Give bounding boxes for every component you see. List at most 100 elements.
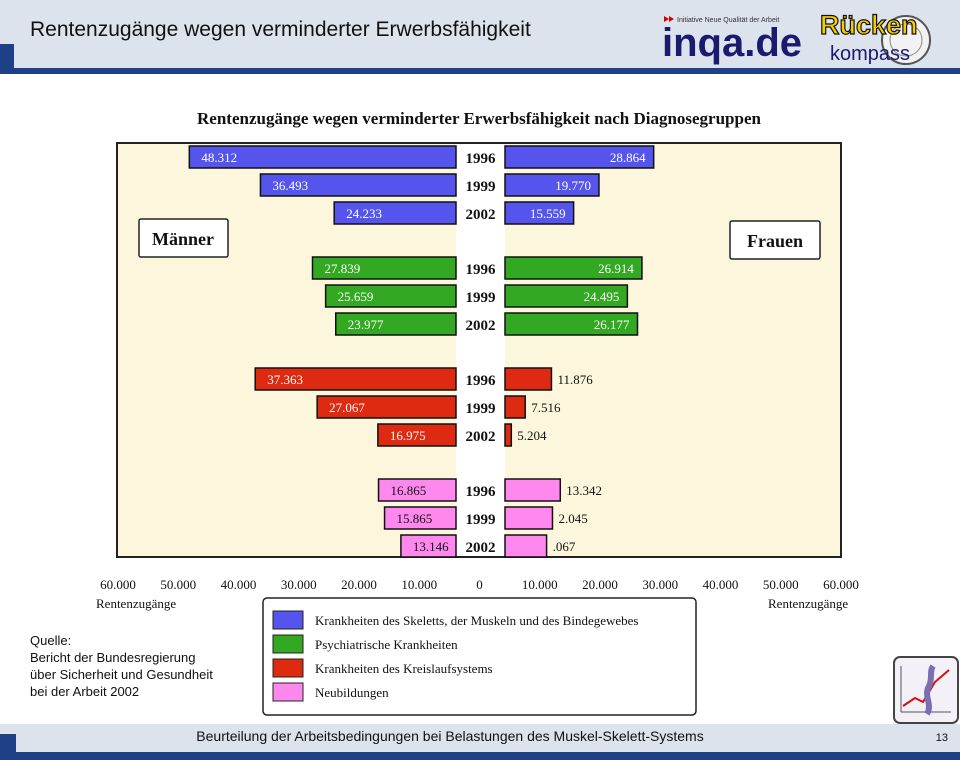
data-label-frauen: 24.495 [584,289,620,304]
legend-box [262,597,697,716]
bar-frauen [504,478,562,502]
x-tick-label: 60.000 [100,577,136,592]
data-label-frauen: 19.770 [555,178,591,193]
source-line: bei der Arbeit 2002 [30,684,140,699]
data-label-frauen: .067 [553,539,576,554]
data-label-maenner: 16.865 [391,483,427,498]
x-tick-label: 20.000 [341,577,377,592]
logo-tagline: Initiative Neue Qualität der Arbeit [677,17,779,24]
page-title: Rentenzugänge wegen verminderter Erwerbs… [30,18,531,41]
chart-title: Rentenzugänge wegen verminderter Erwerbs… [197,109,762,128]
data-label-frauen: 15.559 [530,206,566,221]
bar-frauen [504,145,655,169]
bar-frauen [504,201,575,225]
bar-frauen [504,395,526,419]
data-label-maenner: 27.067 [329,400,365,415]
bar-maenner [311,256,457,280]
year-label: 1996 [466,373,497,389]
year-label: 1999 [466,401,496,417]
year-label: 2002 [466,540,496,556]
bar-maenner [334,312,457,336]
header: Rentenzugänge wegen verminderter Erwerbs… [0,0,960,72]
frauen-label: Frauen [747,231,803,251]
logo-ruecken: Rücken [820,10,918,40]
x-axis-label-left: Rentenzugänge [96,596,176,611]
bar-frauen [504,256,643,280]
data-label-frauen: 13.342 [566,483,602,498]
data-label-frauen: 26.914 [598,261,634,276]
data-label-maenner: 27.839 [325,261,361,276]
data-label-frauen: 26.177 [594,317,630,332]
legend-swatch [272,682,304,702]
bar-maenner [383,506,457,530]
year-label: 1999 [466,512,496,528]
x-tick-label: 30.000 [281,577,317,592]
bar-maenner [377,478,457,502]
legend-swatch [272,634,304,654]
bar-frauen [504,367,553,391]
data-label-maenner: 15.865 [397,511,433,526]
x-tick-label: 50.000 [160,577,196,592]
year-column [456,144,505,556]
data-label-maenner: 23.977 [348,317,384,332]
header-accent-bar [0,68,960,74]
x-tick-label: 40.000 [221,577,257,592]
legend-swatch [272,610,304,630]
inqa-ruecken-kompass-logo: Initiative Neue Qualität der Arbeit inqa… [662,9,931,65]
page-number: 13 [935,732,948,744]
bar-frauen [504,312,639,336]
data-label-frauen: 5.204 [517,428,547,443]
data-label-frauen: 7.516 [531,400,561,415]
year-label: 1996 [466,151,497,167]
data-label-maenner: 36.493 [272,178,308,193]
bar-maenner [377,423,457,447]
year-label: 2002 [466,429,496,445]
data-label-maenner: 37.363 [267,372,303,387]
year-label: 1999 [466,290,496,306]
frauen-label-box [729,220,821,260]
bar-frauen [504,534,548,558]
bar-maenner [400,534,457,558]
source-note: Quelle: Bericht der Bundesregierung über… [30,632,213,700]
legend-label: Krankheiten des Kreislaufsystems [315,661,493,676]
footer-text: Beurteilung der Arbeitsbedingungen bei B… [196,728,704,744]
bar-maenner [259,173,457,197]
bar-frauen [504,423,513,447]
data-label-maenner: 48.312 [201,150,237,165]
source-line: Bericht der Bundesregierung [30,650,196,665]
footer-accent-bar [0,752,960,760]
year-label: 1999 [466,179,496,195]
maenner-label-box [138,218,229,258]
bar-maenner [188,145,457,169]
bar-maenner [324,284,457,308]
bar-maenner [333,201,457,225]
data-label-maenner: 13.146 [413,539,449,554]
logo-kompass: kompass [830,43,910,65]
bar-frauen [504,284,629,308]
year-label: 2002 [466,207,496,223]
data-label-maenner: 16.975 [390,428,426,443]
x-tick-label: 20.000 [582,577,618,592]
legend-swatch [272,658,304,678]
data-label-maenner: 25.659 [338,289,374,304]
x-axis-label-right: Rentenzugänge [768,596,848,611]
bar-frauen [504,506,554,530]
x-tick-label: 0 [476,577,483,592]
data-label-maenner: 24.233 [346,206,382,221]
legend-label: Krankheiten des Skeletts, der Muskeln un… [315,613,638,628]
data-label-frauen: 11.876 [557,372,593,387]
maenner-label: Männer [152,229,214,249]
x-tick-label: 10.000 [401,577,437,592]
x-tick-label: 30.000 [642,577,678,592]
header-accent-tab [0,44,14,70]
year-label: 1996 [466,262,497,278]
year-label: 1996 [466,484,497,500]
source-label: Quelle: [30,633,72,648]
x-tick-label: 60.000 [823,577,859,592]
legend-label: Neubildungen [315,685,389,700]
spine-chart-icon [893,656,959,724]
bar-maenner [254,367,457,391]
data-label-frauen: 2.045 [558,511,587,526]
footer-accent-tab [0,734,16,754]
